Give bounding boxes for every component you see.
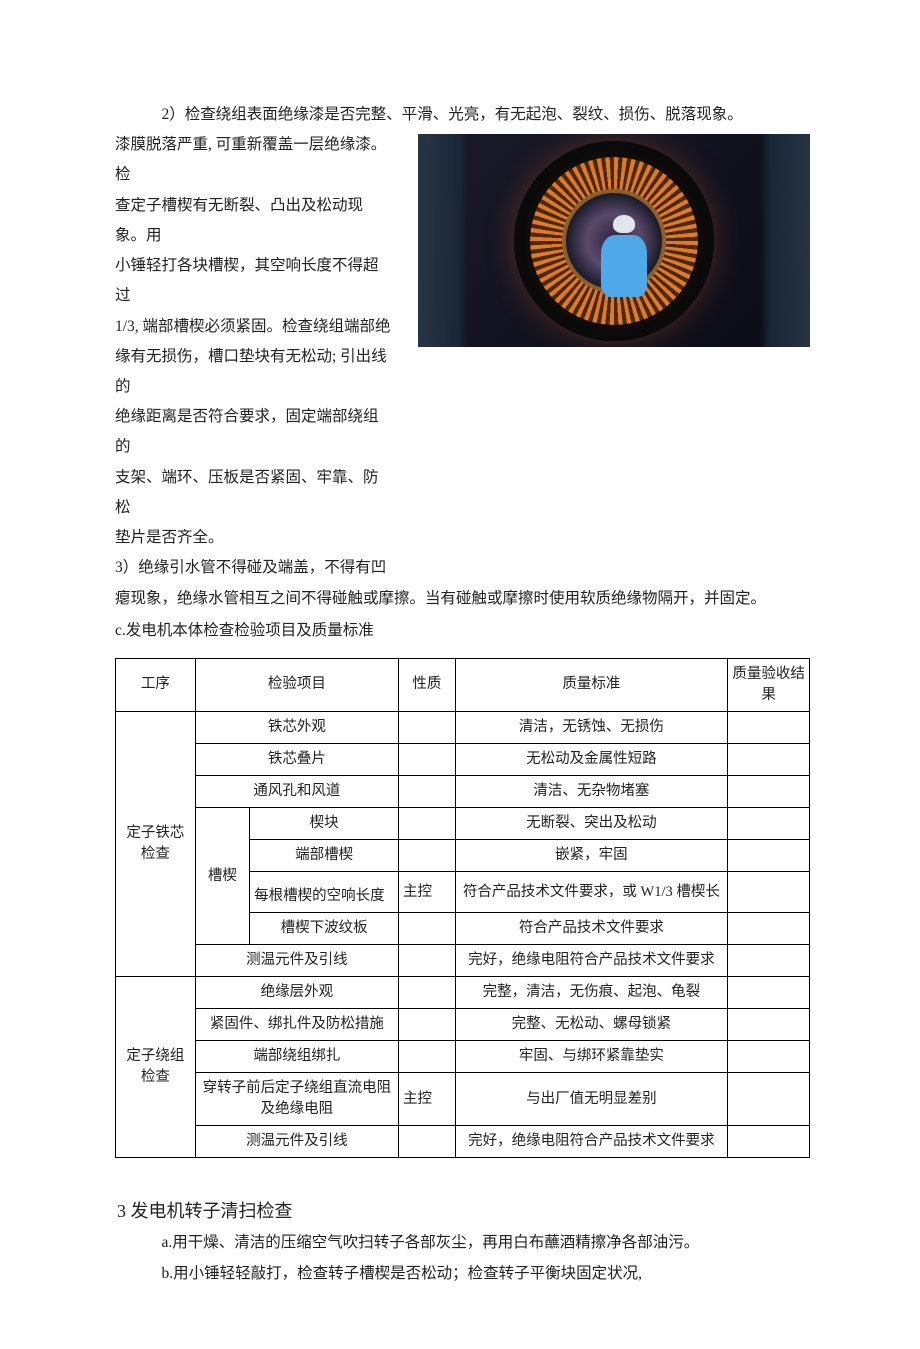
item-cell: 紧固件、绑扎件及防松措施 — [195, 1009, 398, 1041]
table-header-row: 工序 检验项目 性质 质量标准 质量验收结果 — [116, 658, 810, 711]
p2-line: 支架、端环、压板是否紧固、牢靠、防松 — [115, 469, 379, 516]
nature-cell: 主控 — [399, 872, 456, 913]
table-row: 穿转子前后定子绕组直流电阻及绝缘电阻 主控 与出厂值无明显差别 — [116, 1073, 810, 1126]
p2-line: 1/3, 端部槽楔必须紧固。检查绕组端部绝 — [115, 318, 391, 335]
result-cell — [728, 808, 810, 840]
std-cell: 完好，绝缘电阻符合产品技术文件要求 — [455, 945, 728, 977]
p2-line: 小锤轻打各块槽楔，其空响长度不得超过 — [115, 257, 379, 304]
table-row: 通风孔和风道 清洁、无杂物堵塞 — [116, 776, 810, 808]
th-proc: 工序 — [116, 658, 196, 711]
table-row: 定子铁芯检查 铁芯外观 清洁，无锈蚀、无损伤 — [116, 711, 810, 743]
std-cell: 无松动及金属性短路 — [455, 743, 728, 775]
nature-cell — [399, 1009, 456, 1041]
std-cell: 完整，清洁，无伤痕、起泡、龟裂 — [455, 977, 728, 1009]
result-cell — [728, 711, 810, 743]
inspection-table: 工序 检验项目 性质 质量标准 质量验收结果 定子铁芯检查 铁芯外观 清洁，无锈… — [115, 658, 810, 1158]
item-cell: 端部绕组绑扎 — [195, 1041, 398, 1073]
p2-line: 绝缘距离是否符合要求，固定端部绕组的 — [115, 408, 379, 455]
proc-stator-core: 定子铁芯检查 — [116, 711, 196, 976]
std-cell: 牢固、与绑环紧靠垫实 — [455, 1041, 728, 1073]
table-row: 铁芯叠片 无松动及金属性短路 — [116, 743, 810, 775]
item-cell: 绝缘层外观 — [195, 977, 398, 1009]
std-cell: 完好，绝缘电阻符合产品技术文件要求 — [455, 1126, 728, 1158]
generator-stator-photo — [418, 134, 810, 347]
result-cell — [728, 872, 810, 913]
item-cell: 测温元件及引线 — [195, 945, 398, 977]
photo-worker-body — [601, 235, 647, 297]
nature-cell — [399, 977, 456, 1009]
table-row: 定子绕组检查 绝缘层外观 完整，清洁，无伤痕、起泡、龟裂 — [116, 977, 810, 1009]
th-nature: 性质 — [399, 658, 456, 711]
table-row: 测温元件及引线 完好，绝缘电阻符合产品技术文件要求 — [116, 945, 810, 977]
nature-cell — [399, 913, 456, 945]
result-cell — [728, 840, 810, 872]
item-cell: 穿转子前后定子绕组直流电阻及绝缘电阻 — [195, 1073, 398, 1126]
table-row: 槽楔 楔块 无断裂、突出及松动 — [116, 808, 810, 840]
result-cell — [728, 913, 810, 945]
th-item: 检验项目 — [195, 658, 398, 711]
p2-line: 漆膜脱落严重, 可重新覆盖一层绝缘漆。检 — [115, 136, 386, 183]
std-cell: 无断裂、突出及松动 — [455, 808, 728, 840]
paragraph-3-rest: 瘪现象，绝缘水管相互之间不得碰触或摩擦。当有碰触或摩擦时使用软质绝缘物隔开，并固… — [115, 584, 810, 614]
result-cell — [728, 1126, 810, 1158]
nature-cell — [399, 743, 456, 775]
result-cell — [728, 743, 810, 775]
item-cell: 铁芯外观 — [195, 711, 398, 743]
th-result: 质量验收结果 — [728, 658, 810, 711]
nature-cell — [399, 711, 456, 743]
nature-cell — [399, 1041, 456, 1073]
table-row: 测温元件及引线 完好，绝缘电阻符合产品技术文件要求 — [116, 1126, 810, 1158]
paragraph-3-first: 3）绝缘引水管不得碰及端盖，不得有凹 — [115, 553, 810, 583]
table-row: 端部绕组绑扎 牢固、与绑环紧靠垫实 — [116, 1041, 810, 1073]
std-cell: 符合产品技术文件要求 — [455, 913, 728, 945]
std-cell: 清洁，无锈蚀、无损伤 — [455, 711, 728, 743]
std-cell: 符合产品技术文件要求，或 W1/3 槽楔长 — [455, 872, 728, 913]
item-cell: 槽楔下波纹板 — [250, 913, 399, 945]
item-cell: 每根槽楔的空响长度 — [250, 872, 399, 913]
std-cell: 完整、无松动、螺母锁紧 — [455, 1009, 728, 1041]
std-cell: 嵌紧，牢固 — [455, 840, 728, 872]
nature-cell — [399, 1126, 456, 1158]
item-cell: 通风孔和风道 — [195, 776, 398, 808]
nature-cell — [399, 945, 456, 977]
section-c-label: c.发电机本体检查检验项目及质量标准 — [115, 616, 810, 646]
std-cell: 清洁、无杂物堵塞 — [455, 776, 728, 808]
section-3-item-a: a.用干燥、清洁的压缩空气吹扫转子各部灰尘，再用白布蘸酒精擦净各部油污。 — [115, 1228, 810, 1258]
result-cell — [728, 945, 810, 977]
photo-worker-head — [613, 215, 635, 233]
p2-line: 缘有无损伤，槽口垫块有无松动; 引出线的 — [115, 348, 387, 395]
item-cell: 楔块 — [250, 808, 399, 840]
result-cell — [728, 1009, 810, 1041]
table-row: 紧固件、绑扎件及防松措施 完整、无松动、螺母锁紧 — [116, 1009, 810, 1041]
section-3-item-b: b.用小锤轻轻敲打，检查转子槽楔是否松动；检查转子平衡块固定状况, — [115, 1259, 810, 1289]
photo-bg-left — [418, 134, 468, 347]
nature-cell — [399, 808, 456, 840]
item-cell: 测温元件及引线 — [195, 1126, 398, 1158]
paragraph-2-first-line: 2）检查绕组表面绝缘漆是否完整、平滑、光亮，有无起泡、裂纹、损伤、脱落现象。 — [115, 100, 810, 130]
paragraph-2-wrapped: 漆膜脱落严重, 可重新覆盖一层绝缘漆。检 查定子槽楔有无断裂、凸出及松动现象。用… — [115, 130, 393, 553]
result-cell — [728, 1073, 810, 1126]
sub-group-slot-wedge: 槽楔 — [195, 808, 250, 945]
result-cell — [728, 776, 810, 808]
photo-worker — [598, 215, 650, 305]
nature-cell — [399, 776, 456, 808]
th-standard: 质量标准 — [455, 658, 728, 711]
item-cell: 铁芯叠片 — [195, 743, 398, 775]
result-cell — [728, 1041, 810, 1073]
p2-line: 查定子槽楔有无断裂、凸出及松动现象。用 — [115, 197, 363, 244]
section-3-heading: 3 发电机转子清扫检查 — [117, 1194, 810, 1228]
p2-line: 垫片是否齐全。 — [115, 529, 224, 546]
item-cell: 端部槽楔 — [250, 840, 399, 872]
wrap-image-text: 漆膜脱落严重, 可重新覆盖一层绝缘漆。检 查定子槽楔有无断裂、凸出及松动现象。用… — [115, 130, 810, 583]
nature-cell — [399, 840, 456, 872]
result-cell — [728, 977, 810, 1009]
proc-stator-winding: 定子绕组检查 — [116, 977, 196, 1158]
std-cell: 与出厂值无明显差别 — [455, 1073, 728, 1126]
nature-cell: 主控 — [399, 1073, 456, 1126]
photo-bg-right — [760, 134, 810, 347]
